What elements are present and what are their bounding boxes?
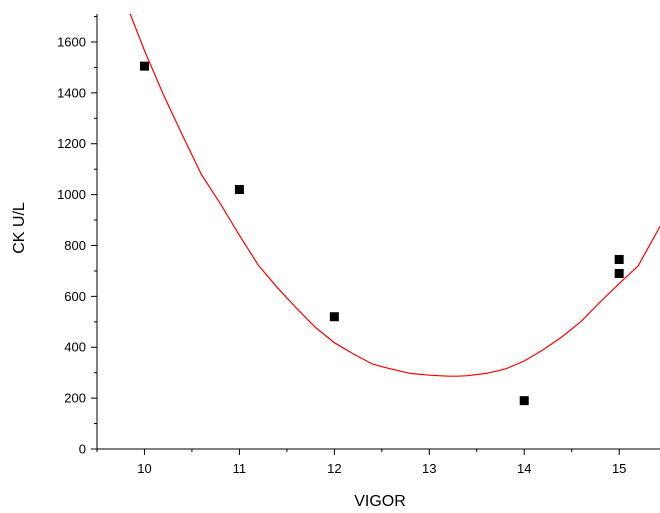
fit-layer	[129, 13, 660, 377]
y-tick-label: 200	[64, 391, 86, 406]
data-point	[329, 312, 339, 322]
data-point	[139, 61, 149, 71]
y-tick-label: 1000	[57, 187, 86, 202]
point-layer	[139, 61, 624, 406]
x-tick-label: 14	[517, 461, 531, 476]
y-tick-label: 600	[64, 289, 86, 304]
data-point	[519, 396, 529, 406]
y-tick-label: 1600	[57, 34, 86, 49]
x-tick-label: 10	[137, 461, 151, 476]
data-point	[234, 185, 244, 195]
y-tick-label: 1200	[57, 136, 86, 151]
x-tick-label: 12	[327, 461, 341, 476]
y-ticks: 0 200 400 600 800 1000 1200 1400 1600	[57, 16, 97, 457]
axes	[96, 14, 660, 450]
y-tick-label: 400	[64, 340, 86, 355]
x-ticks: 10 11 12 13 14 15	[96, 449, 626, 476]
y-axis-title: CK U/L	[11, 202, 28, 254]
x-tick-label: 11	[233, 461, 247, 476]
x-tick-label: 15	[612, 461, 626, 476]
y-tick-label: 800	[64, 238, 86, 253]
y-tick-label: 1400	[57, 85, 86, 100]
data-point	[614, 268, 624, 278]
x-axis-title: VIGOR	[354, 493, 406, 510]
x-tick-label: 13	[422, 461, 436, 476]
fit-curve	[129, 13, 660, 377]
data-point	[614, 254, 624, 264]
y-tick-label: 0	[79, 442, 86, 457]
